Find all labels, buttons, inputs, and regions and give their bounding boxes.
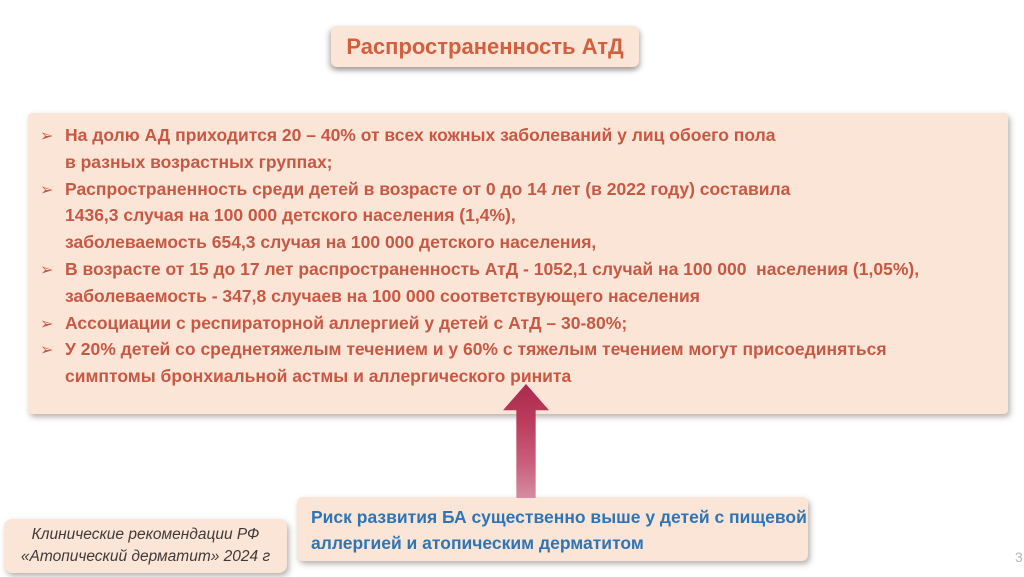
bullet-arrow-icon: ➢ bbox=[40, 342, 54, 360]
list-item: ➢ На долю АД приходится 20 – 40% от всех… bbox=[40, 122, 1000, 149]
bullet-text: В возрасте от 15 до 17 лет распространен… bbox=[65, 258, 920, 279]
bullet-arrow-icon: ➢ bbox=[40, 181, 54, 199]
bullet-arrow-icon: ➢ bbox=[40, 315, 54, 333]
bullet-arrow-icon: ➢ bbox=[40, 261, 54, 279]
callout-text: Риск развития БА существенно выше у дете… bbox=[311, 507, 807, 527]
bullet-arrow-icon: ➢ bbox=[40, 128, 54, 145]
bullet-text: У 20% детей со среднетяжелым течением и … bbox=[65, 339, 887, 360]
bullet-text: Распространенность среди детей в возраст… bbox=[65, 178, 791, 199]
bullet-text: в разных возрастных группах; bbox=[65, 151, 333, 172]
source-text: Клинические рекомендации РФ bbox=[31, 526, 260, 543]
bullet-text: заболеваемость 654,3 случая на 100 000 д… bbox=[65, 232, 597, 253]
prevalence-facts-box: ➢ На долю АД приходится 20 – 40% от всех… bbox=[28, 113, 1008, 414]
list-item: ➢ Ассоциации с респираторной аллергией у… bbox=[40, 310, 1000, 337]
source-citation-box: Клинические рекомендации РФ «Атопический… bbox=[4, 519, 287, 573]
callout-text: аллергией и атопическим дерматитом bbox=[311, 533, 644, 553]
bullet-text: 1436,3 случая на 100 000 детского населе… bbox=[65, 205, 516, 226]
list-item: ➢ Распространенность среди детей в возра… bbox=[40, 176, 1000, 203]
bullet-text: На долю АД приходится 20 – 40% от всех к… bbox=[65, 125, 776, 145]
risk-callout-box: Риск развития БА существенно выше у дете… bbox=[297, 497, 808, 561]
page-title: Распространенность АтД bbox=[346, 33, 624, 59]
source-text: «Атопический дерматит» 2024 г bbox=[20, 548, 271, 565]
bullet-text: симптомы бронхиальной астмы и аллергичес… bbox=[65, 366, 572, 387]
list-item: ➢ В возрасте от 15 до 17 лет распростран… bbox=[40, 256, 1000, 283]
list-item: ➢ У 20% детей со среднетяжелым течением … bbox=[40, 336, 1000, 363]
bullet-text: Ассоциации с респираторной аллергией у д… bbox=[65, 312, 628, 333]
slide-title-box: Распространенность АтД bbox=[331, 26, 639, 67]
page-number: 3 bbox=[1015, 549, 1023, 565]
bullet-list: ➢ На долю АД приходится 20 – 40% от всех… bbox=[28, 113, 1008, 390]
bullet-text: заболеваемость - 347,8 случаев на 100 00… bbox=[65, 285, 700, 306]
